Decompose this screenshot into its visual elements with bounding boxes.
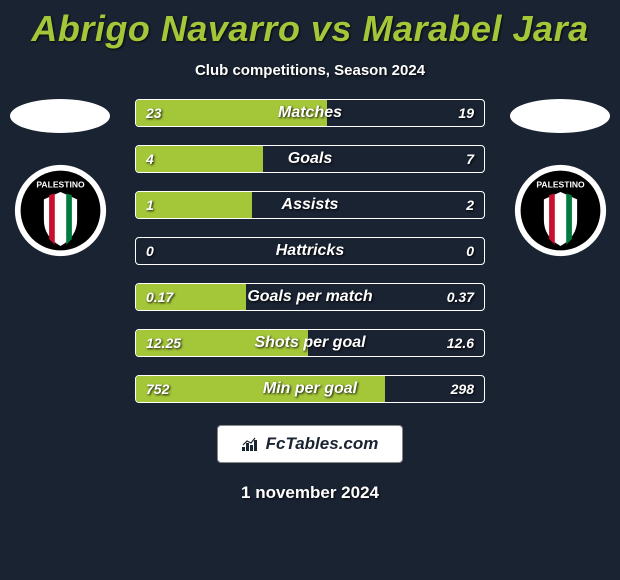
chart-icon [242,437,260,451]
stat-label: Hattricks [136,242,484,260]
svg-text:PALESTINO: PALESTINO [36,180,85,190]
stat-row: 0.17Goals per match0.37 [135,283,485,311]
stat-label: Assists [136,196,484,214]
page-title: Abrigo Navarro vs Marabel Jara [0,0,620,50]
player-right-oval [510,99,610,133]
stat-value-right: 12.6 [447,335,474,351]
stat-label: Goals [136,150,484,168]
subtitle: Club competitions, Season 2024 [0,62,620,79]
stat-row: 23Matches19 [135,99,485,127]
content-area: PALESTINO PALESTINO 23Matches19 4Goals7 1A… [0,99,620,403]
stat-label: Goals per match [136,288,484,306]
stat-value-right: 2 [466,197,474,213]
date-text: 1 november 2024 [0,483,620,503]
svg-text:PALESTINO: PALESTINO [536,180,585,190]
stat-label: Min per goal [136,380,484,398]
stat-row: 1Assists2 [135,191,485,219]
stat-value-right: 7 [466,151,474,167]
stat-value-right: 0 [466,243,474,259]
player-left-column: PALESTINO [0,99,120,258]
player-left-oval [10,99,110,133]
player-right-column: PALESTINO [500,99,620,258]
stat-value-right: 0.37 [447,289,474,305]
footer: FcTables.com [0,425,620,463]
stats-bars: 23Matches19 4Goals7 1Assists2 0Hattricks0 0.… [135,99,485,403]
brand-box[interactable]: FcTables.com [217,425,404,463]
stat-row: 4Goals7 [135,145,485,173]
stat-label: Matches [136,104,484,122]
stat-row: 12.25Shots per goal12.6 [135,329,485,357]
stat-value-right: 19 [458,105,474,121]
stat-label: Shots per goal [136,334,484,352]
brand-text: FcTables.com [266,434,379,454]
stat-value-right: 298 [451,381,474,397]
stat-row: 0Hattricks0 [135,237,485,265]
club-badge-right: PALESTINO [513,163,608,258]
stat-row: 752Min per goal298 [135,375,485,403]
club-badge-left: PALESTINO [13,163,108,258]
